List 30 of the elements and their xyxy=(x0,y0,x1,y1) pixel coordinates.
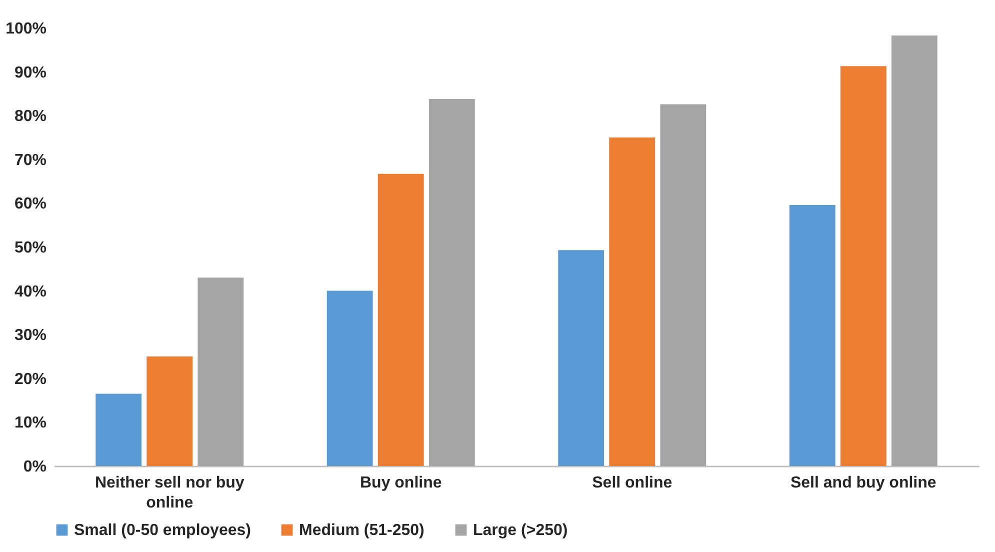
bar xyxy=(326,290,373,466)
y-tick-label: 20% xyxy=(14,370,46,388)
bar xyxy=(660,104,706,466)
x-tick-label: Neither sell nor buy online xyxy=(94,474,244,512)
x-tick-label: Sell online xyxy=(592,474,672,492)
bar xyxy=(891,35,938,466)
y-tick-label: 0% xyxy=(23,458,46,476)
y-tick-label: 70% xyxy=(14,152,46,169)
y-tick-label: 30% xyxy=(14,327,46,344)
bar xyxy=(428,98,475,466)
bar xyxy=(96,394,142,466)
bar xyxy=(840,66,886,466)
bar xyxy=(558,250,604,466)
bar xyxy=(789,204,836,466)
y-tick-label: 40% xyxy=(14,283,46,300)
legend-label: Medium (51-250) xyxy=(299,522,424,539)
x-tick-label: Buy online xyxy=(360,474,442,492)
legend-label: Large (>250) xyxy=(473,522,568,539)
x-tick-label: Sell and buy online xyxy=(790,474,936,492)
y-tick-label: 100% xyxy=(6,20,46,38)
y-tick-label: 50% xyxy=(14,240,46,256)
legend-label: Small (0-50 employees) xyxy=(74,522,251,539)
y-tick-label: 90% xyxy=(14,64,46,82)
y-tick-label: 10% xyxy=(14,414,46,432)
bar xyxy=(198,278,244,466)
y-tick-label: 60% xyxy=(14,196,46,213)
bar xyxy=(609,138,656,466)
y-tick-label: 80% xyxy=(14,108,46,126)
bar xyxy=(378,174,424,466)
bar xyxy=(146,356,193,466)
